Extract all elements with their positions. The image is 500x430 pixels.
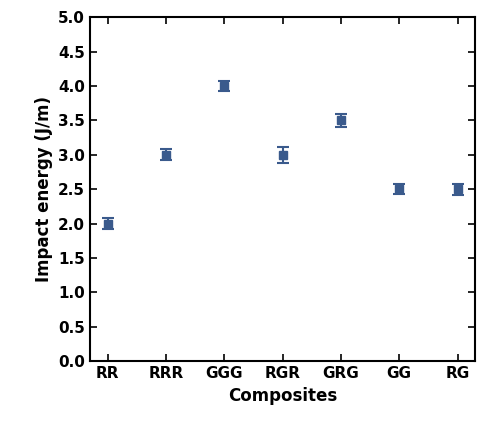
X-axis label: Composites: Composites <box>228 387 337 405</box>
Y-axis label: Impact energy (J/m): Impact energy (J/m) <box>34 96 52 282</box>
